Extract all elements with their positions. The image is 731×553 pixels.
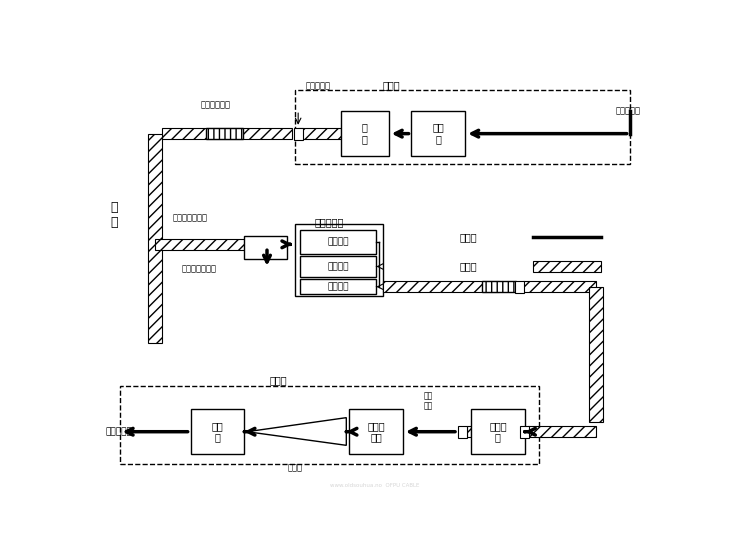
Bar: [482, 281, 516, 292]
Bar: [148, 134, 162, 343]
Bar: [467, 426, 471, 437]
Text: 电信号输出: 电信号输出: [105, 427, 132, 436]
Bar: [295, 224, 383, 296]
Text: 放大器: 放大器: [288, 463, 303, 472]
Text: 接收端: 接收端: [270, 375, 287, 385]
Text: 光放大
器: 光放大 器: [489, 421, 507, 442]
Bar: [471, 409, 525, 454]
Text: 电端
机: 电端 机: [433, 123, 444, 144]
Bar: [206, 128, 243, 139]
Text: 再生中继器: 再生中继器: [314, 217, 344, 227]
Bar: [191, 409, 244, 454]
Text: 光合融器代束器: 光合融器代束器: [173, 213, 208, 222]
Text: 电信号输入: 电信号输入: [616, 107, 641, 116]
Bar: [349, 409, 403, 454]
Bar: [244, 236, 287, 259]
Text: 监控及其他设备: 监控及其他设备: [181, 264, 216, 273]
Text: 光纤接续器: 光纤接续器: [306, 81, 330, 90]
Bar: [520, 426, 529, 437]
Text: 光调制器: 光调制器: [327, 282, 349, 291]
Text: 光
发: 光 发: [362, 123, 368, 144]
Text: 光信号: 光信号: [460, 262, 477, 272]
Bar: [120, 386, 539, 465]
Text: www.oldsouhua.no  OFPU CABLE: www.oldsouhua.no OFPU CABLE: [330, 483, 420, 488]
Bar: [300, 279, 376, 294]
Text: 光
缆: 光 缆: [110, 201, 118, 229]
Bar: [341, 111, 389, 156]
Bar: [528, 426, 596, 437]
Bar: [458, 426, 467, 437]
Bar: [295, 90, 629, 164]
Bar: [515, 281, 523, 293]
Bar: [300, 230, 376, 254]
Text: 光放大器: 光放大器: [327, 237, 349, 247]
Polygon shape: [247, 418, 346, 445]
Bar: [300, 256, 376, 277]
Text: 发送端: 发送端: [383, 81, 401, 91]
Bar: [383, 281, 499, 292]
Bar: [298, 128, 341, 139]
Bar: [162, 128, 292, 139]
Bar: [156, 239, 262, 249]
Text: 光纤放大器盒: 光纤放大器盒: [201, 100, 231, 109]
Text: 电信号: 电信号: [460, 232, 477, 242]
Text: 电再生器: 电再生器: [327, 262, 349, 271]
Bar: [412, 111, 465, 156]
Bar: [534, 261, 601, 272]
Text: 光解复
用器: 光解复 用器: [367, 421, 385, 442]
Bar: [588, 286, 602, 422]
Bar: [523, 281, 596, 292]
Text: 判决
导: 判决 导: [211, 421, 223, 442]
Bar: [294, 128, 303, 139]
Text: 信光
处理: 信光 处理: [424, 391, 433, 410]
